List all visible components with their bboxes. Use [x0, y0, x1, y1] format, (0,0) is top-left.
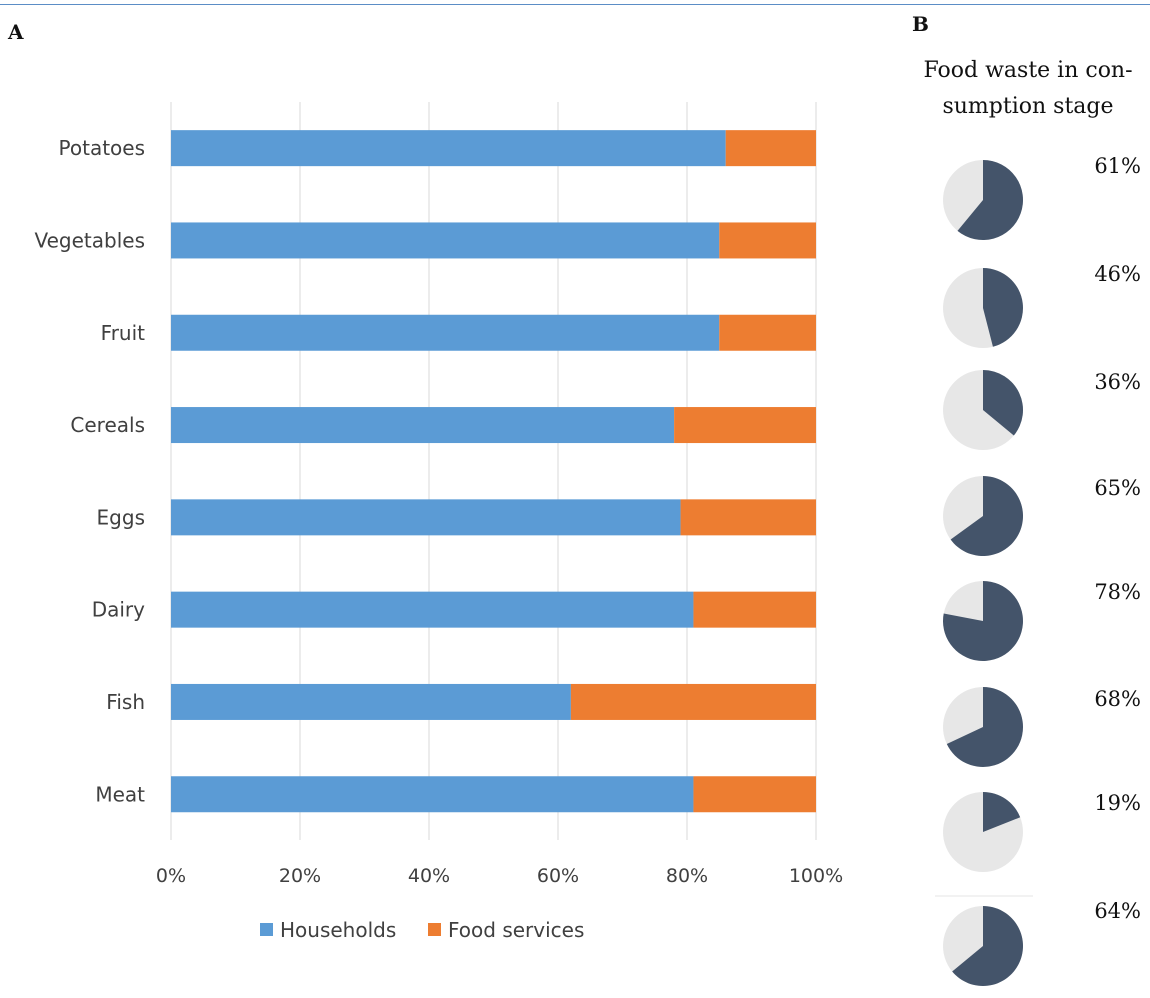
x-tick-label: 40% — [408, 865, 450, 887]
legend-label: Food services — [448, 918, 584, 942]
x-tick-label: 80% — [666, 865, 708, 887]
bar-segment-households — [171, 499, 681, 536]
pie-slice — [957, 160, 1023, 241]
x-tick-label: 100% — [789, 865, 843, 887]
pie-title-line-1: Food waste in con- — [923, 58, 1133, 83]
bar-segment-households — [171, 130, 726, 167]
bar-segment-food-services — [674, 407, 816, 444]
bar-segment-households — [171, 591, 694, 628]
bar-segment-food-services — [719, 314, 816, 351]
category-label: Eggs — [97, 505, 145, 529]
x-tick-label: 20% — [279, 865, 321, 887]
pie-slice — [983, 268, 1023, 347]
pie-slice — [983, 370, 1024, 436]
pie-percent-label: 61% — [1094, 154, 1141, 178]
bar-segment-food-services — [725, 130, 816, 167]
pie-percent-label: 64% — [1094, 899, 1141, 923]
bar-segment-food-services — [570, 683, 816, 720]
bar-segment-households — [171, 407, 675, 444]
bar-segment-households — [171, 776, 694, 813]
pie-slice — [983, 792, 1021, 832]
pie-percent-label: 46% — [1094, 262, 1141, 286]
pie-slice — [950, 476, 1024, 557]
pie-slice — [943, 581, 1024, 661]
legend-label: Households — [280, 918, 396, 942]
bar-segment-food-services — [693, 776, 816, 813]
panel-b-label: B — [912, 12, 929, 36]
x-tick-label: 60% — [537, 865, 579, 887]
pie-percent-label: 68% — [1094, 687, 1141, 711]
category-label: Meat — [95, 782, 145, 806]
legend-swatch — [260, 923, 273, 936]
category-label: Vegetables — [34, 228, 145, 252]
x-tick-label: 0% — [156, 865, 186, 887]
pie-slice — [946, 686, 1024, 767]
category-label: Dairy — [92, 598, 145, 622]
category-label: Cereals — [70, 413, 145, 437]
pie-slice — [952, 906, 1023, 986]
legend-swatch — [428, 923, 441, 936]
bar-segment-food-services — [693, 591, 816, 628]
panel-a-label: A — [8, 20, 24, 44]
category-label: Potatoes — [59, 136, 145, 160]
category-label: Fish — [106, 690, 145, 714]
pie-percent-label: 65% — [1094, 476, 1141, 500]
bar-segment-households — [171, 314, 720, 351]
pie-percent-label: 78% — [1094, 580, 1141, 604]
bar-segment-households — [171, 222, 720, 259]
bar-segment-households — [171, 683, 571, 720]
category-label: Fruit — [101, 321, 146, 345]
pie-percent-label: 19% — [1094, 791, 1141, 815]
bar-segment-food-services — [680, 499, 816, 536]
bar-segment-food-services — [719, 222, 816, 259]
top-border-line — [0, 4, 1150, 5]
pie-percent-label: 36% — [1094, 370, 1141, 394]
pie-title-line-2: sumption stage — [942, 94, 1114, 119]
